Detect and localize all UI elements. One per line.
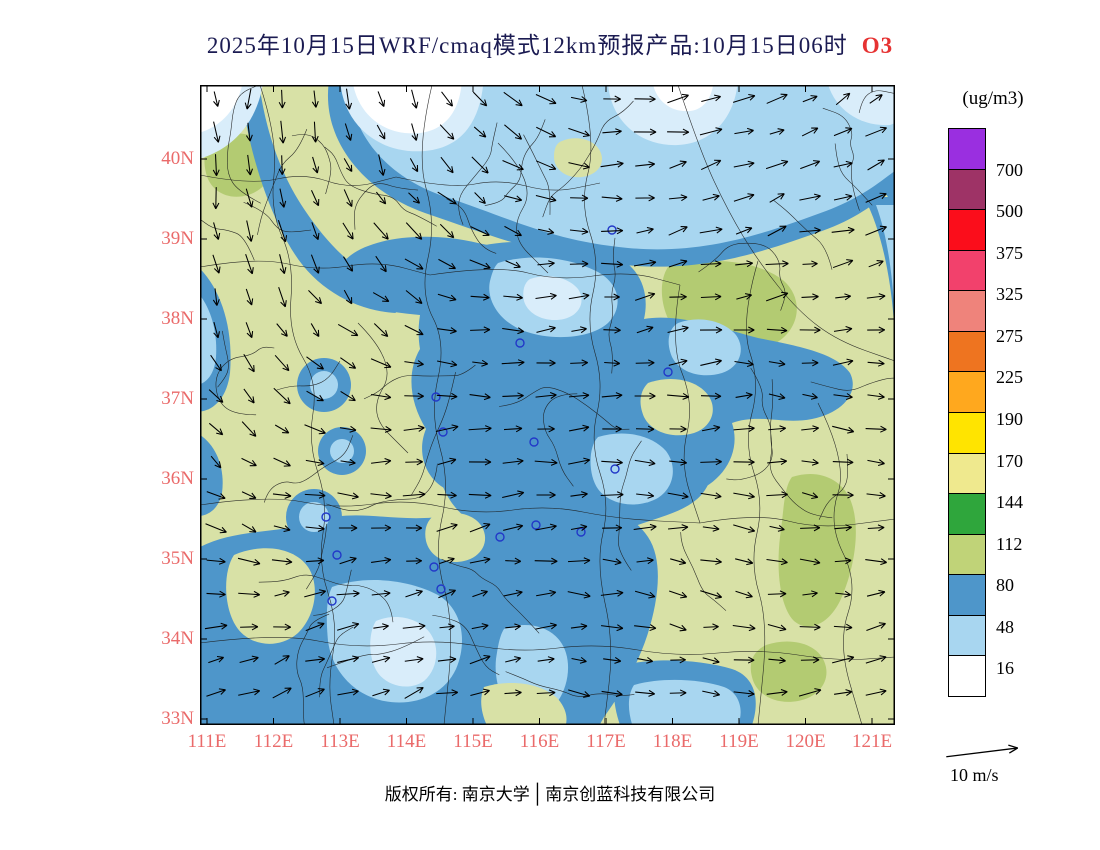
legend-color-swatch	[948, 128, 986, 170]
wind-scale-label: 10 m/s	[950, 765, 999, 785]
wind-vector-arrows	[204, 88, 887, 699]
legend-color-swatch	[948, 168, 986, 211]
legend-level-label: 700	[996, 159, 1023, 180]
city-marker	[321, 512, 331, 522]
x-axis-label: 119E	[719, 731, 759, 752]
colorbar	[948, 128, 986, 697]
legend-level-label: 500	[996, 201, 1023, 222]
legend-level-label: 144	[996, 492, 1023, 513]
x-axis-label: 118E	[652, 731, 693, 752]
y-axis-label: 33N	[161, 708, 194, 729]
city-marker	[429, 562, 439, 572]
legend-level-label: 48	[996, 616, 1014, 637]
legend-color-swatch	[948, 249, 986, 292]
title-species: O3	[861, 33, 894, 58]
legend-level-label: 112	[996, 533, 1023, 554]
copyright-line: 版权所有: 南京大学│南京创蓝科技有限公司	[0, 780, 1100, 806]
city-marker	[529, 437, 539, 447]
city-markers	[321, 225, 673, 606]
city-marker	[438, 427, 448, 437]
copyright-left: 版权所有: 南京大学	[384, 785, 530, 804]
city-marker	[431, 392, 441, 402]
legend-color-swatch	[948, 209, 986, 251]
x-axis-label: 121E	[851, 731, 893, 752]
wind-scale-arrow-icon	[946, 744, 1019, 758]
city-marker	[663, 367, 673, 377]
legend-level-label: 16	[996, 658, 1014, 679]
legend-color-swatch	[948, 452, 986, 495]
legend-unit-label: (ug/m3)	[962, 88, 1024, 109]
legend-level-label: 325	[996, 284, 1023, 305]
city-marker	[495, 532, 505, 542]
x-axis-label: 112E	[253, 731, 294, 752]
copyright-right: 南京创蓝科技有限公司	[545, 785, 716, 804]
legend-color-swatch	[948, 574, 986, 616]
legend-color-swatch	[948, 493, 986, 535]
city-marker	[607, 225, 617, 235]
background-islands	[226, 138, 713, 725]
legend-level-label: 190	[996, 408, 1023, 429]
legend-color-swatch	[948, 330, 986, 373]
y-axis-label: 40N	[161, 148, 194, 169]
forecast-map	[200, 85, 895, 725]
x-axis-label: 115E	[453, 731, 493, 752]
x-axis-label: 111E	[187, 731, 227, 752]
y-axis-label: 36N	[161, 468, 194, 489]
legend-color-swatch	[948, 655, 986, 697]
legend-color-swatch	[948, 290, 986, 332]
x-axis-label: 114E	[386, 731, 427, 752]
city-marker	[531, 520, 541, 530]
city-marker	[515, 338, 525, 348]
city-marker	[332, 550, 342, 560]
legend-level-label: 80	[996, 575, 1014, 596]
y-axis-label: 39N	[161, 228, 194, 249]
city-marker	[327, 596, 337, 606]
colorbar-level-labels: 700 500 375 325 275 225 190 170 144 112 80 48 16	[996, 128, 1060, 710]
y-axis-label: 38N	[161, 308, 194, 329]
administrative-boundary-lines	[200, 85, 895, 725]
x-axis-label: 120E	[785, 731, 826, 752]
legend-color-swatch	[948, 411, 986, 454]
legend-level-label: 275	[996, 325, 1023, 346]
x-axis-label: 113E	[320, 731, 360, 752]
page-title: 2025年10月15日WRF/cmaq模式12km预报产品:10月15日06时 O…	[0, 26, 1100, 60]
y-axis-label: 34N	[161, 628, 194, 649]
legend-level-label: 225	[996, 367, 1023, 388]
map-frame	[200, 85, 895, 725]
legend-level-label: 170	[996, 450, 1023, 471]
x-axis-label: 116E	[519, 731, 560, 752]
legend-color-swatch	[948, 533, 986, 576]
wind-scale-reference: 10 m/s	[940, 736, 1070, 798]
legend-color-swatch	[948, 614, 986, 657]
y-axis-label: 35N	[161, 548, 194, 569]
city-marker	[610, 464, 620, 474]
legend-color-swatch	[948, 371, 986, 413]
legend-level-label: 375	[996, 242, 1023, 263]
x-axis-label: 117E	[586, 731, 626, 752]
copyright-separator: │	[530, 784, 545, 805]
city-marker	[436, 584, 446, 594]
y-axis-label: 37N	[161, 388, 194, 409]
title-text: 2025年10月15日WRF/cmaq模式12km预报产品:10月15日06时	[206, 33, 848, 58]
